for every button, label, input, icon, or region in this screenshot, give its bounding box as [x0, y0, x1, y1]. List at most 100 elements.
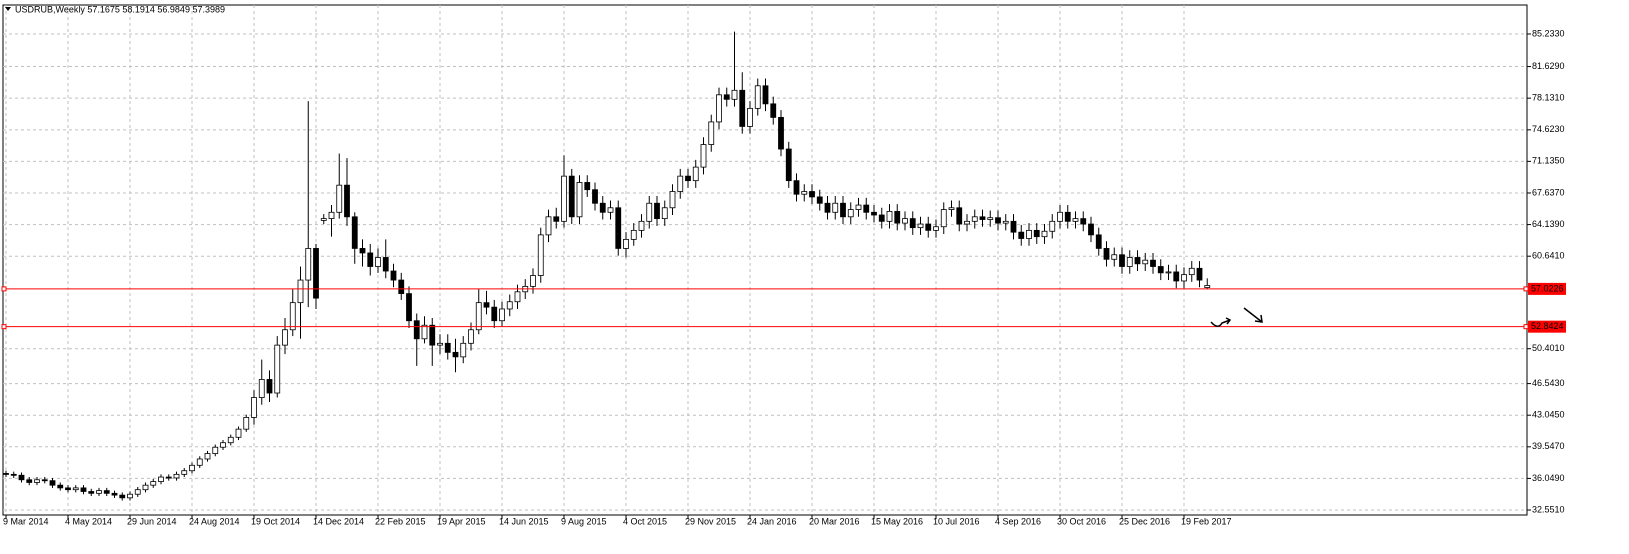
candle-body [1002, 220, 1009, 224]
y-tick-label: 81.6290 [1532, 61, 1565, 71]
candle-body [762, 85, 769, 105]
candle-body [1126, 257, 1133, 267]
candle-body [1010, 220, 1017, 233]
x-tick-label: 14 Dec 2014 [313, 516, 364, 526]
candle-body [948, 207, 955, 210]
candle-body [127, 493, 133, 499]
y-tick-label: 43.0450 [1532, 410, 1565, 420]
candle-body [468, 329, 474, 344]
candle-body [677, 175, 684, 192]
candle-body [607, 207, 614, 213]
candle-body [832, 202, 839, 213]
candle-body [165, 476, 172, 479]
candle-body [754, 85, 761, 109]
candle-body [793, 180, 800, 195]
candle-body [623, 238, 629, 249]
candle-body [770, 103, 777, 118]
candle-body [111, 492, 118, 496]
candle-body [382, 257, 389, 272]
candle-body [289, 302, 296, 331]
candle-body [971, 216, 978, 222]
x-tick-label: 29 Jun 2014 [127, 516, 177, 526]
price-label: 57.0226 [1531, 283, 1564, 293]
candle-body [142, 484, 149, 491]
candle-body [134, 489, 141, 495]
y-tick-label: 46.5430 [1532, 378, 1565, 388]
line-handle [1, 324, 7, 330]
candle-body [956, 207, 963, 225]
x-tick-label: 4 Sep 2016 [995, 516, 1041, 526]
candle-body [739, 89, 746, 127]
candle-body [305, 248, 312, 281]
candle-body [902, 218, 908, 224]
candle-body [878, 214, 885, 222]
candle-body [251, 397, 257, 418]
x-tick-label: 19 Feb 2017 [1181, 516, 1232, 526]
x-tick-label: 14 Jun 2015 [499, 516, 549, 526]
candle-body [584, 182, 591, 191]
candle-body [886, 210, 893, 222]
candle-body [313, 248, 319, 299]
candle-body [460, 342, 467, 358]
candle-body [1080, 218, 1087, 225]
price-label-box [1528, 282, 1566, 295]
candle-body [491, 306, 498, 322]
line-handle [1, 286, 7, 292]
candle-body [34, 479, 40, 483]
candle-body [444, 342, 451, 353]
candle-body [871, 211, 877, 216]
y-tick-label: 78.1310 [1532, 93, 1565, 103]
line-handle [1523, 286, 1529, 292]
candle-body [917, 223, 924, 229]
candle-body [964, 220, 970, 225]
candle-body [3, 473, 9, 475]
candle-body [553, 216, 560, 222]
chart-body: 85.2330 81.6290 78.1310 74.6230 71.1350 67.63… [1, 5, 1566, 526]
candle-body [72, 487, 79, 491]
candle-body [274, 344, 281, 394]
candle-body [173, 473, 180, 479]
x-tick-label: 22 Feb 2015 [375, 516, 426, 526]
candle-body [685, 175, 691, 182]
candle-body [320, 218, 327, 221]
candle-body [1181, 274, 1187, 282]
candle-body [220, 442, 226, 448]
annotation-arrow [1243, 307, 1263, 323]
candle-body [212, 446, 219, 454]
annotation-arrow-head [1254, 314, 1263, 323]
candle-body [1041, 230, 1048, 238]
candle-body [103, 490, 110, 494]
price-label-box [1528, 320, 1566, 333]
candle-body [1026, 229, 1032, 239]
candle-body [801, 191, 808, 195]
candle-body [747, 107, 753, 127]
candle-body [530, 275, 536, 287]
candle-body [731, 89, 738, 100]
candle-body [925, 223, 932, 231]
candle-body [204, 453, 211, 460]
x-tick-label: 29 Nov 2015 [685, 516, 736, 526]
candle-body [359, 248, 366, 254]
menu-triangle[interactable] [5, 7, 11, 11]
candle-body [568, 175, 575, 218]
candle-body [723, 94, 730, 100]
candle-body [297, 279, 304, 304]
candle-body [1150, 259, 1156, 267]
candle-body [661, 207, 668, 220]
candle-body [429, 324, 436, 346]
x-tick-label: 4 May 2014 [65, 516, 112, 526]
candle-body [654, 202, 660, 220]
candle-body [181, 470, 188, 475]
candle-body [646, 202, 653, 222]
candle-body [421, 324, 428, 340]
candle-body [499, 308, 505, 322]
candle-body [940, 209, 947, 228]
candle-body [692, 166, 699, 182]
candle-body [847, 209, 854, 218]
candle-body [1134, 257, 1141, 265]
candle-body [452, 351, 459, 358]
candle-body [561, 175, 567, 222]
candle-body [785, 148, 792, 182]
candle-body [933, 226, 939, 231]
y-tick-label: 36.0490 [1532, 473, 1565, 483]
